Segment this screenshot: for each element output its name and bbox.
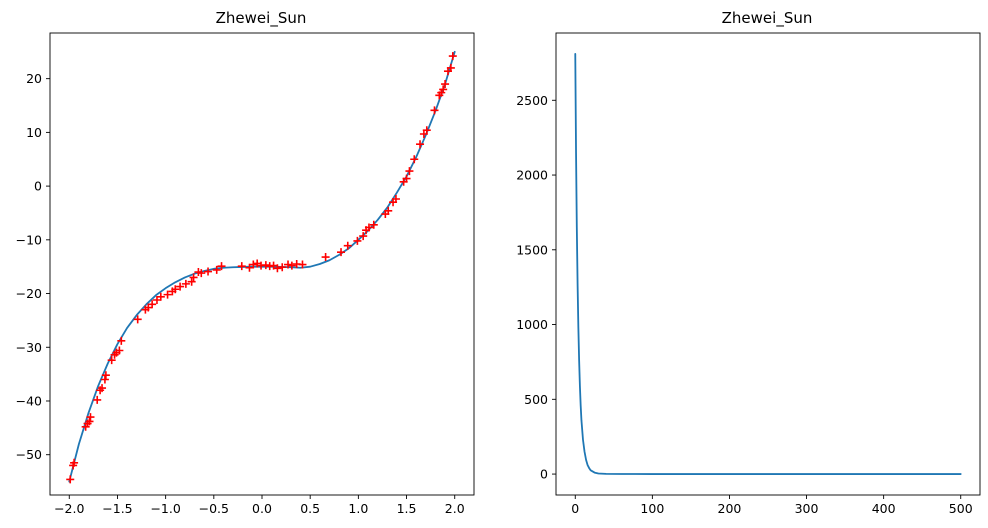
left-data-point	[298, 260, 307, 269]
left-data-point	[171, 285, 180, 294]
left-y-tick-label: 0	[34, 179, 42, 194]
left-data-point	[85, 417, 94, 426]
left-y-tick-label: −10	[16, 232, 42, 247]
right-y-tick-label: 1000	[516, 317, 548, 332]
left-x-tick-label: −0.5	[199, 501, 229, 516]
left-data-point	[278, 263, 287, 272]
left-data-point	[100, 375, 109, 384]
left-data-point	[287, 261, 296, 270]
left-axes-frame	[49, 32, 475, 496]
left-y-tick-label: −30	[16, 340, 42, 355]
right-y-tick-label: 1500	[516, 242, 548, 257]
right-y-tick-label: 500	[524, 392, 548, 407]
left-data-point	[284, 260, 293, 269]
left-data-point	[117, 336, 126, 345]
left-data-point	[181, 279, 190, 288]
left-data-point	[261, 261, 270, 270]
right-x-tick-label: 300	[795, 501, 819, 516]
left-data-point	[163, 290, 172, 299]
left-data-point	[416, 140, 425, 149]
left-data-point	[391, 194, 400, 203]
left-data-point	[422, 126, 431, 135]
left-x-tick-label: 2.0	[445, 501, 465, 516]
left-data-point	[446, 63, 455, 72]
left-data-point	[405, 167, 414, 176]
left-data-point	[148, 300, 157, 309]
right-x-tick-label: 500	[949, 501, 973, 516]
left-data-point	[369, 220, 378, 229]
left-panel: Zhewei_Sun −2.0 −1.5 −1.0 −0.5 0.0 0.5 1.0 1.5 2…	[16, 9, 475, 516]
left-data-point	[176, 282, 185, 291]
left-x-tick-label: 1.5	[397, 501, 417, 516]
left-y-tick-label: −20	[16, 286, 42, 301]
left-data-point	[384, 206, 393, 215]
left-series-line-0	[68, 50, 456, 483]
left-x-tick-label: 0.5	[300, 501, 320, 516]
right-y-tick-label: 2500	[516, 93, 548, 108]
left-data-point	[86, 413, 95, 422]
left-data-point	[237, 262, 246, 271]
right-y-tick-label: 0	[540, 467, 548, 482]
right-x-tick-label: 0	[571, 501, 579, 516]
left-x-tick-label: 1.0	[348, 501, 368, 516]
left-data-point	[402, 174, 411, 183]
left-x-tick-label: −2.0	[54, 501, 84, 516]
left-data-point	[189, 273, 198, 282]
left-data-point	[359, 232, 368, 241]
right-axes-frame	[555, 32, 981, 496]
left-data-point	[107, 356, 116, 365]
left-x-tick-label: −1.5	[102, 501, 132, 516]
left-data-point	[337, 248, 346, 257]
left-y-tick-label: −40	[16, 393, 42, 408]
left-data-point	[115, 346, 124, 355]
left-data-point	[343, 241, 352, 250]
left-data-point	[441, 80, 450, 89]
right-x-tick-label: 400	[872, 501, 896, 516]
left-data-point	[204, 267, 213, 276]
left-data-point	[217, 262, 226, 271]
right-chart-title: Zhewei_Sun	[722, 9, 813, 28]
left-data-point	[439, 85, 448, 94]
left-data-point	[98, 384, 107, 393]
left-data-point	[70, 458, 79, 467]
left-x-tick-label: 0.0	[252, 501, 272, 516]
left-data-point	[273, 264, 282, 273]
left-data-point	[187, 277, 196, 286]
left-data-point	[353, 236, 362, 245]
left-data-point	[197, 269, 206, 278]
right-series-line-0	[574, 53, 962, 475]
left-data-point	[249, 260, 258, 269]
left-data-point	[364, 223, 373, 232]
left-data-point	[133, 315, 142, 324]
left-chart-title: Zhewei_Sun	[216, 9, 307, 28]
left-data-point	[321, 253, 330, 262]
right-x-tick-label: 200	[718, 501, 742, 516]
left-data-point	[448, 52, 457, 61]
left-x-tick-label: −1.0	[150, 501, 180, 516]
left-data-point	[410, 155, 419, 164]
left-data-point	[430, 106, 439, 115]
left-data-point	[93, 395, 102, 404]
left-data-point	[156, 292, 165, 301]
left-data-point	[212, 265, 221, 274]
right-x-tick-label: 100	[640, 501, 664, 516]
left-y-tick-label: −50	[16, 447, 42, 462]
left-data-point	[66, 475, 75, 484]
right-y-tick-label: 2000	[516, 168, 548, 183]
right-panel: Zhewei_Sun 0 100 200 300 400 500 0 500 1000 1500 2…	[516, 9, 981, 516]
left-y-tick-label: 10	[26, 125, 42, 140]
left-y-tick-label: 20	[26, 71, 42, 86]
left-data-point	[101, 371, 110, 380]
